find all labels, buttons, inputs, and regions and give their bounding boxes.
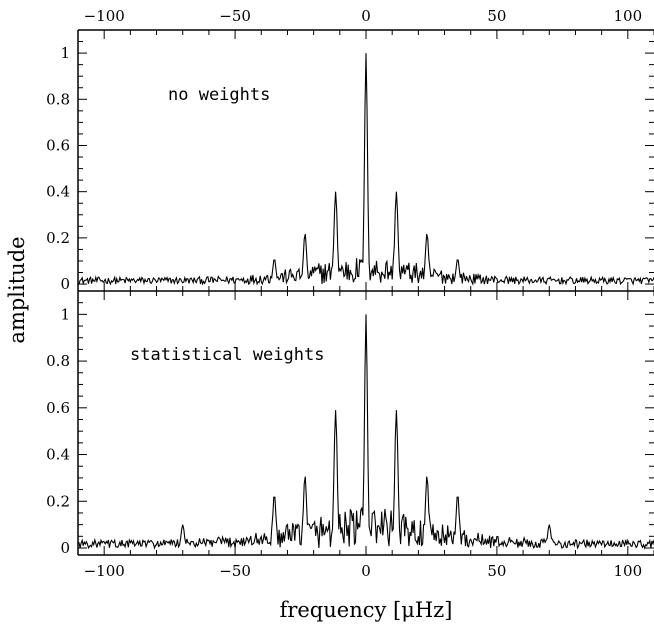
y-tick-label: 0.4	[46, 183, 70, 201]
y-tick-label: 0	[60, 539, 70, 557]
y-tick-label: 0.4	[46, 446, 70, 464]
y-tick-label: 0.6	[46, 136, 70, 154]
y-tick-label: 1	[60, 44, 70, 62]
x-tick-label: 0	[361, 562, 371, 580]
top-panel: 0 0.2 0.4 0.6 0.8 1 −100 −50 0 50 100 no weights	[46, 7, 654, 293]
y-tick-label: 0	[60, 275, 70, 293]
y-tick-label: 0.2	[46, 492, 70, 510]
x-top-tick-label: 50	[487, 7, 506, 25]
x-tick-label: −100	[84, 562, 125, 580]
x-top-tick-label: 0	[361, 7, 371, 25]
x-tick-label: −50	[219, 562, 251, 580]
y-tick-label: 0.8	[46, 90, 70, 108]
bottom-panel: 0 0.2 0.4 0.6 0.8 1 −100 −50 0 50 100 statistical w…	[46, 290, 654, 580]
y-tick-label: 1	[60, 305, 70, 323]
spectral-window-line	[77, 314, 654, 550]
x-tick-label: 50	[487, 562, 506, 580]
x-top-tick-label: −100	[84, 7, 125, 25]
x-tick-label: 100	[613, 562, 642, 580]
panel-annotation: no weights	[168, 85, 270, 105]
y-tick-label: 0.2	[46, 229, 70, 247]
x-top-tick-label: −50	[219, 7, 251, 25]
spectral-window-line	[77, 53, 654, 286]
y-tick-label: 0.8	[46, 352, 70, 370]
x-axis-title: frequency [μHz]	[280, 598, 453, 622]
y-tick-label: 0.6	[46, 399, 70, 417]
y-axis-title: amplitude	[5, 236, 29, 343]
x-top-tick-label: 100	[613, 7, 642, 25]
panel-annotation: statistical weights	[130, 345, 324, 365]
